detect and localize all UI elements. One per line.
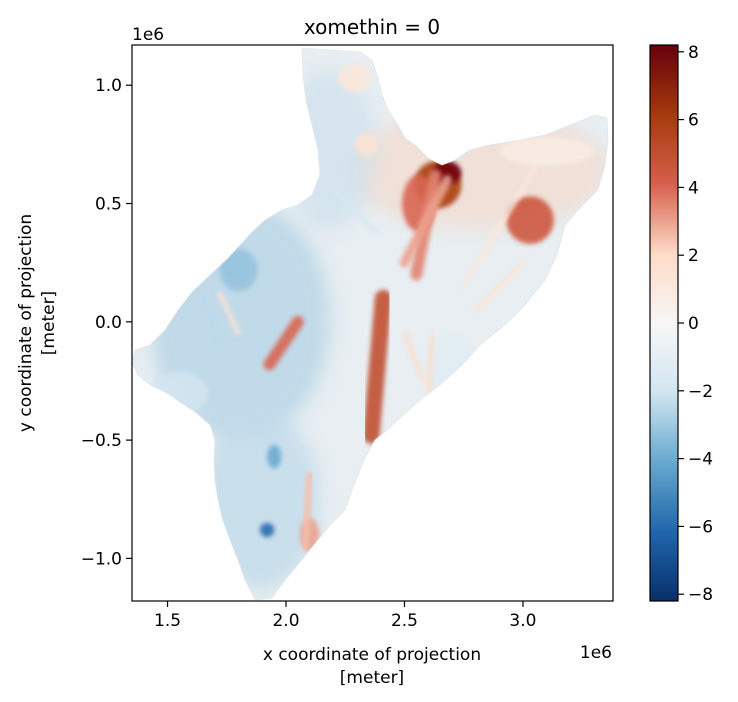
x-axis-ticks: 1.5 2.0 2.5 3.0 — [154, 601, 536, 631]
y-tick-label-2: 0.0 — [95, 313, 122, 333]
x-tick-label-1: 2.0 — [272, 611, 299, 631]
x-axis-label-unit: [meter] — [340, 668, 404, 688]
heatmap-stripe-19 — [425, 331, 436, 396]
heatmap-stripe-15 — [301, 472, 314, 551]
y-axis-label: y coordinate of projection — [16, 214, 36, 432]
x-axis-label: x coordinate of projection — [263, 645, 481, 665]
heatmap-blob-7 — [219, 248, 258, 292]
heatmap-stripe-18 — [217, 291, 241, 336]
heatmap-blob-8 — [260, 522, 275, 538]
heatmap-stripe-20 — [402, 331, 426, 384]
x-tick-label-2: 2.5 — [391, 611, 418, 631]
colorbar-tick-label-7: −6 — [688, 517, 713, 537]
heatmap-blob-4 — [354, 132, 379, 157]
heatmap-blob-5 — [338, 63, 372, 93]
heatmap-stripe-17 — [399, 175, 452, 268]
x-offset-label: 1e6 — [580, 643, 612, 663]
y-offset-label: 1e6 — [132, 25, 164, 45]
x-tick-label-3: 3.0 — [509, 611, 536, 631]
colorbar-tick-label-1: 6 — [688, 111, 699, 131]
north-warm-shading — [350, 110, 608, 230]
chart-title: xomethin = 0 — [304, 15, 440, 39]
colorbar-ticks: 8 6 4 2 0 −2 −4 −6 −8 — [678, 43, 713, 605]
y-tick-label-3: −0.5 — [81, 431, 122, 451]
y-axis-label-unit: [meter] — [39, 291, 59, 355]
colorbar-tick-label-8: −8 — [688, 585, 713, 605]
heatmap-blob-9 — [267, 444, 282, 469]
y-tick-label-1: 0.5 — [95, 195, 122, 215]
features-layer — [151, 63, 595, 552]
colorbar — [649, 44, 679, 602]
heatmap-blob-0 — [506, 196, 554, 244]
colorbar-tick-label-4: 0 — [688, 314, 699, 334]
x-tick-label-0: 1.5 — [154, 611, 181, 631]
heatmap-blob-10 — [151, 371, 208, 415]
heatmap-stripe-14 — [263, 315, 304, 371]
heatmap-region — [132, 47, 609, 601]
colorbar-tick-label-6: −4 — [688, 450, 713, 470]
colorbar-tick-label-2: 4 — [688, 178, 699, 198]
heatmap-stripe-21 — [461, 165, 538, 289]
colorbar-tick-label-5: −2 — [688, 382, 713, 402]
heatmap-stripe-13 — [362, 289, 392, 444]
colorbar-tick-label-3: 2 — [688, 246, 699, 266]
heatmap-blob-12 — [428, 333, 476, 405]
y-axis-ticks: 1.0 0.5 0.0 −0.5 −1.0 — [81, 76, 132, 569]
colorbar-tick-label-0: 8 — [688, 43, 699, 63]
axes-frame — [131, 44, 614, 602]
y-tick-label-4: −1.0 — [81, 549, 122, 569]
y-tick-label-0: 1.0 — [95, 76, 122, 96]
heatmap-stripe-22 — [473, 260, 526, 313]
heatmap-stripe-23 — [200, 295, 223, 348]
heatmap-blob-11 — [499, 137, 595, 166]
heatmap-stripe-24 — [331, 189, 379, 235]
